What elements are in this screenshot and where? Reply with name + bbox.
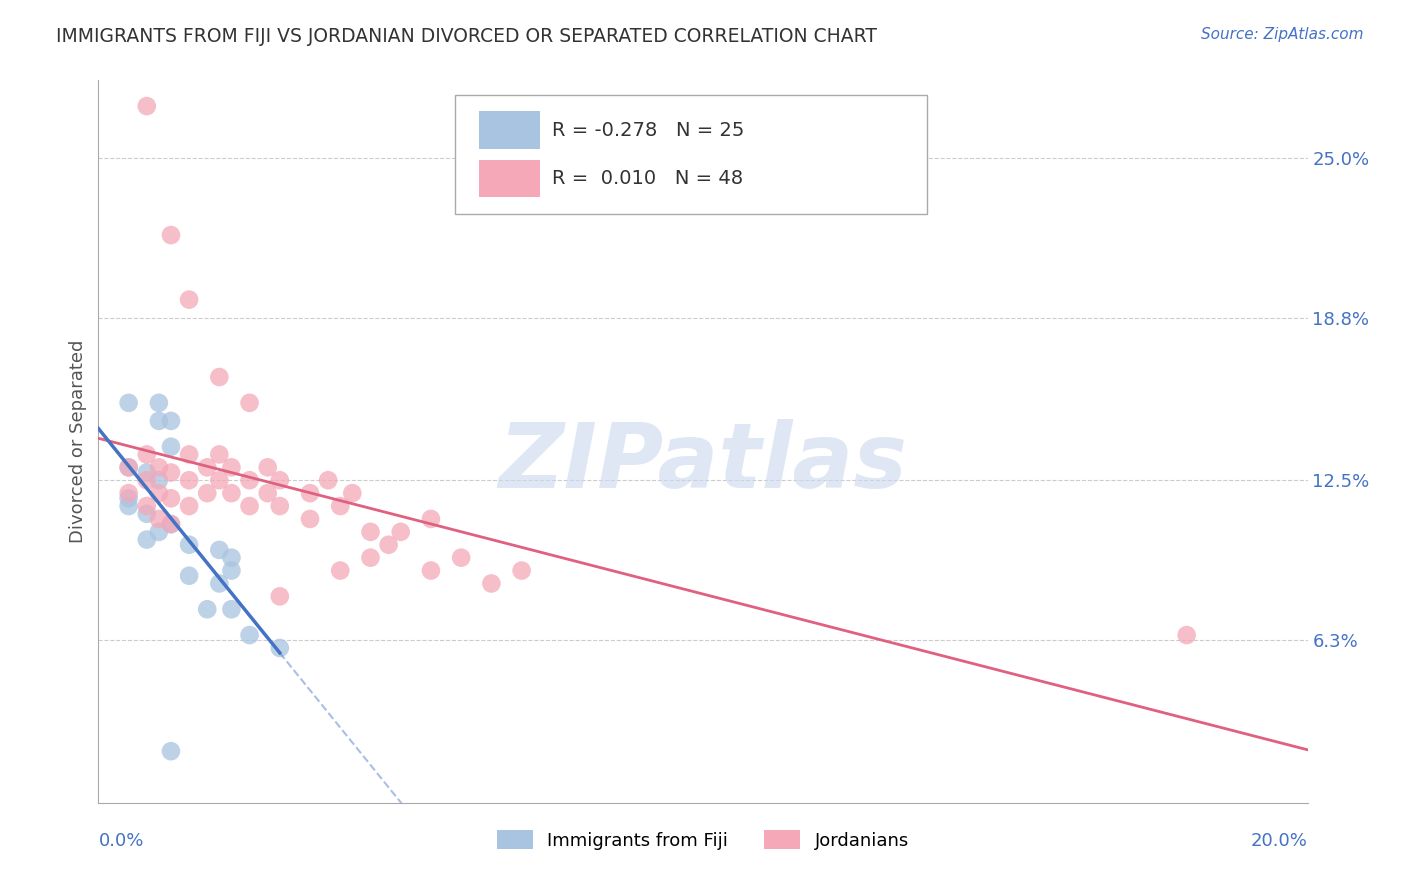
Point	[118, 499, 141, 513]
Y-axis label: Divorced or Separated: Divorced or Separated	[69, 340, 87, 543]
Point	[160, 744, 183, 758]
Point	[135, 533, 157, 547]
Bar	[479, 112, 540, 149]
Point	[135, 447, 157, 461]
Point	[179, 293, 201, 307]
Point	[195, 486, 218, 500]
Point	[239, 396, 262, 410]
Point	[148, 524, 170, 539]
Point	[256, 486, 278, 500]
Text: R =  0.010   N = 48: R = 0.010 N = 48	[551, 169, 742, 188]
Point	[148, 396, 170, 410]
Point	[481, 576, 503, 591]
Point	[160, 440, 183, 454]
Point	[299, 512, 322, 526]
Point	[208, 473, 231, 487]
Point	[118, 491, 141, 506]
Point	[179, 473, 201, 487]
Point	[269, 499, 291, 513]
Point	[256, 460, 278, 475]
Text: IMMIGRANTS FROM FIJI VS JORDANIAN DIVORCED OR SEPARATED CORRELATION CHART: IMMIGRANTS FROM FIJI VS JORDANIAN DIVORC…	[56, 27, 877, 45]
Point	[329, 564, 352, 578]
Point	[135, 99, 157, 113]
Point	[135, 473, 157, 487]
Point	[221, 602, 243, 616]
Point	[118, 396, 141, 410]
FancyBboxPatch shape	[456, 95, 927, 214]
Point	[179, 499, 201, 513]
Legend: Immigrants from Fiji, Jordanians: Immigrants from Fiji, Jordanians	[488, 822, 918, 859]
Point	[221, 550, 243, 565]
Point	[329, 499, 352, 513]
Point	[148, 414, 170, 428]
Point	[160, 414, 183, 428]
Point	[160, 466, 183, 480]
Point	[1175, 628, 1198, 642]
Point	[299, 486, 322, 500]
Point	[179, 447, 201, 461]
Text: Source: ZipAtlas.com: Source: ZipAtlas.com	[1201, 27, 1364, 42]
Point	[148, 512, 170, 526]
Point	[148, 460, 170, 475]
Point	[179, 568, 201, 582]
Point	[221, 564, 243, 578]
Point	[195, 602, 218, 616]
Point	[269, 473, 291, 487]
Point	[208, 370, 231, 384]
Point	[342, 486, 364, 500]
Point	[360, 524, 382, 539]
Point	[239, 473, 262, 487]
Point	[179, 538, 201, 552]
Point	[389, 524, 412, 539]
Point	[160, 228, 183, 243]
Point	[195, 460, 218, 475]
Point	[450, 550, 472, 565]
Point	[118, 486, 141, 500]
Point	[420, 512, 443, 526]
Point	[316, 473, 339, 487]
Point	[377, 538, 399, 552]
Point	[208, 576, 231, 591]
Text: 0.0%: 0.0%	[98, 831, 143, 850]
Point	[208, 542, 231, 557]
Point	[269, 590, 291, 604]
Point	[510, 564, 533, 578]
Point	[160, 517, 183, 532]
Point	[269, 640, 291, 655]
Point	[221, 486, 243, 500]
Point	[135, 499, 157, 513]
Point	[135, 507, 157, 521]
Point	[208, 447, 231, 461]
Point	[221, 460, 243, 475]
Text: R = -0.278   N = 25: R = -0.278 N = 25	[551, 120, 744, 140]
Text: 20.0%: 20.0%	[1251, 831, 1308, 850]
Point	[160, 517, 183, 532]
Point	[239, 628, 262, 642]
Bar	[479, 160, 540, 197]
Point	[360, 550, 382, 565]
Point	[148, 473, 170, 487]
Point	[118, 460, 141, 475]
Point	[239, 499, 262, 513]
Point	[420, 564, 443, 578]
Point	[148, 486, 170, 500]
Point	[135, 466, 157, 480]
Point	[160, 491, 183, 506]
Point	[118, 460, 141, 475]
Text: ZIPatlas: ZIPatlas	[499, 419, 907, 508]
